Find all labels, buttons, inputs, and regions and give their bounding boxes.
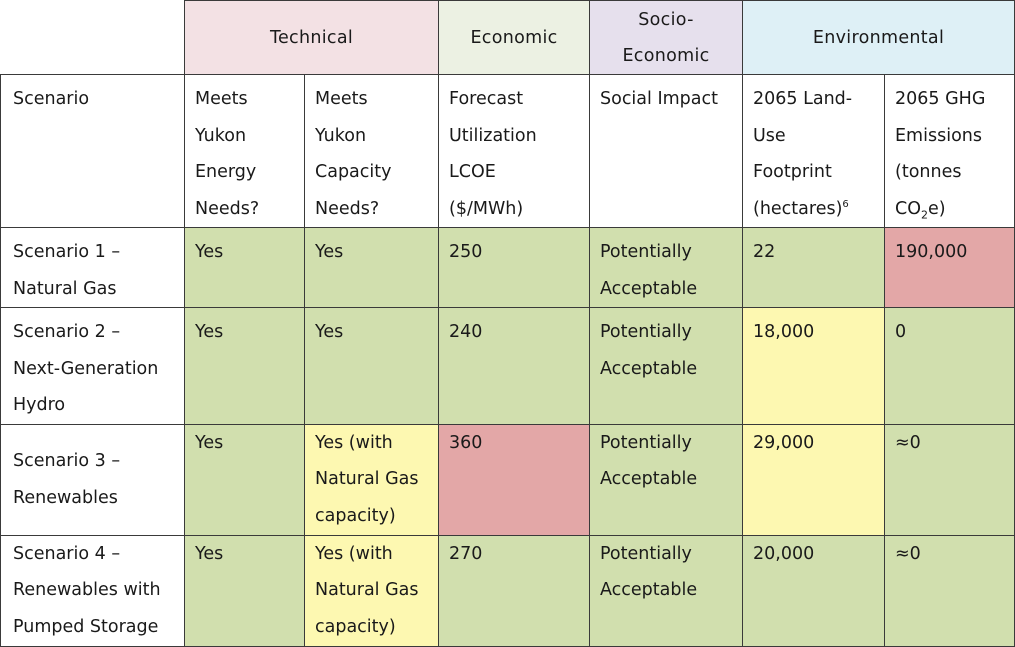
col-header-social-impact: Social Impact: [589, 74, 743, 228]
scenario-name: Scenario 1 – Natural Gas: [0, 227, 185, 308]
land-cell: 18,000: [742, 307, 885, 425]
social-line: Acceptable: [600, 278, 698, 299]
category-socio-economic: Socio- Economic: [589, 0, 743, 75]
scenario-name: Scenario 4 – Renewables with Pumped Stor…: [0, 534, 185, 647]
table-row: Scenario 3 – Renewables Yes Yes (with Na…: [0, 423, 1015, 536]
social-line: Acceptable: [600, 469, 698, 489]
col-header-energy: Meets Yukon Energy Needs?: [184, 74, 305, 228]
scenario-name-line: Renewables with: [13, 580, 161, 600]
co2-text: CO: [895, 198, 921, 219]
col-header-lcoe-line: Utilization: [449, 125, 537, 146]
col-header-energy-line: Yukon: [195, 125, 247, 146]
col-header-land-line: Footprint: [753, 162, 832, 182]
category-technical: Technical: [184, 0, 439, 75]
category-socio-line2: Economic: [622, 45, 710, 66]
capacity-line: capacity): [315, 505, 396, 526]
col-header-ghg-line: Emissions: [895, 125, 982, 146]
ghg-cell: ≈0: [883, 423, 1015, 536]
col-header-capacity-line: Yukon: [315, 125, 367, 146]
lcoe-cell: 270: [438, 534, 590, 647]
capacity-cell: Yes: [304, 227, 439, 308]
scenario-name-line: Renewables: [13, 487, 118, 508]
category-environmental: Environmental: [741, 0, 1015, 75]
table-row: Scenario 4 – Renewables with Pumped Stor…: [0, 534, 1015, 647]
social-line: Acceptable: [600, 358, 698, 379]
col-header-energy-line: Needs?: [195, 198, 260, 219]
column-header-row: Scenario Meets Yukon Energy Needs? Meets…: [0, 74, 1015, 228]
category-socio-line1: Socio-: [638, 9, 694, 30]
category-header-row: Technical Economic Socio- Economic Envir…: [0, 0, 1015, 75]
scenario-name-line: Pumped Storage: [13, 616, 159, 637]
land-cell: 22: [742, 227, 885, 308]
scenario-name-line: Scenario 3 –: [13, 451, 121, 471]
energy-cell: Yes: [184, 307, 305, 425]
col-header-ghg-line: (tonnes: [895, 162, 962, 182]
lcoe-cell: 250: [438, 227, 590, 308]
col-header-land-line: Use: [753, 125, 786, 146]
capacity-cell: Yes (with Natural Gas capacity): [304, 534, 439, 647]
col-header-land-unit: (hectares): [753, 198, 843, 219]
capacity-line: Natural Gas: [315, 580, 419, 600]
col-header-lcoe: Forecast Utilization LCOE ($/MWh): [438, 74, 590, 228]
scenario-name: Scenario 3 – Renewables: [0, 423, 185, 536]
col-header-lcoe-line: ($/MWh): [449, 198, 524, 219]
social-cell: Potentially Acceptable: [589, 307, 743, 425]
capacity-cell: Yes (with Natural Gas capacity): [304, 423, 439, 536]
col-header-lcoe-line: LCOE: [449, 162, 496, 182]
lcoe-cell: 240: [438, 307, 590, 425]
col-header-energy-line: Energy: [195, 162, 257, 182]
scenario-name-line: Next-Generation: [13, 358, 159, 379]
lcoe-cell: 360: [438, 423, 590, 536]
col-header-land-use: 2065 Land- Use Footprint (hectares)6: [742, 74, 885, 228]
footnote-marker: 6: [842, 198, 849, 210]
corner-cell: [0, 0, 185, 75]
col-header-lcoe-line: Forecast: [449, 89, 524, 109]
scenario-name: Scenario 2 – Next-Generation Hydro: [0, 307, 185, 425]
scenario-name-line: Natural Gas: [13, 278, 117, 299]
col-header-ghg: 2065 GHG Emissions (tonnes CO2e): [883, 74, 1015, 228]
capacity-line: capacity): [315, 616, 396, 637]
energy-cell: Yes: [184, 227, 305, 308]
social-line: Potentially: [600, 322, 692, 342]
land-cell: 20,000: [742, 534, 885, 647]
co2-subscript: 2: [921, 208, 928, 221]
col-header-ghg-line: 2065 GHG: [895, 89, 986, 109]
co2-tail: e): [928, 198, 946, 219]
scenario-name-line: Hydro: [13, 395, 66, 415]
table-row: Scenario 1 – Natural Gas Yes Yes 250 Pot…: [0, 227, 1015, 308]
scenario-name-line: Scenario 2 –: [13, 322, 121, 342]
category-economic: Economic: [438, 0, 590, 75]
scenario-name-line: Scenario 4 –: [13, 543, 121, 564]
social-line: Potentially: [600, 432, 692, 453]
ghg-cell: ≈0: [883, 534, 1015, 647]
col-header-capacity-line: Capacity: [315, 162, 392, 182]
table-row: Scenario 2 – Next-Generation Hydro Yes Y…: [0, 307, 1015, 425]
social-cell: Potentially Acceptable: [589, 534, 743, 647]
col-header-ghg-line: CO2e): [895, 191, 1004, 228]
ghg-cell: 0: [883, 307, 1015, 425]
social-line: Potentially: [600, 242, 692, 262]
land-cell: 29,000: [742, 423, 885, 536]
col-header-scenario: Scenario: [0, 74, 185, 228]
social-cell: Potentially Acceptable: [589, 227, 743, 308]
col-header-capacity-line: Meets: [315, 89, 368, 109]
col-header-land-line: (hectares)6: [753, 191, 874, 228]
col-header-energy-line: Meets: [195, 89, 248, 109]
social-line: Potentially: [600, 543, 692, 564]
col-header-capacity-line: Needs?: [315, 198, 380, 219]
capacity-line: Yes (with: [315, 432, 393, 453]
col-header-land-line: 2065 Land-: [753, 89, 853, 109]
social-cell: Potentially Acceptable: [589, 423, 743, 536]
col-header-capacity: Meets Yukon Capacity Needs?: [304, 74, 439, 228]
ghg-cell: 190,000: [883, 227, 1015, 308]
capacity-line: Yes (with: [315, 543, 393, 564]
social-line: Acceptable: [600, 580, 698, 600]
energy-cell: Yes: [184, 534, 305, 647]
capacity-line: Natural Gas: [315, 469, 419, 489]
capacity-cell: Yes: [304, 307, 439, 425]
energy-cell: Yes: [184, 423, 305, 536]
scenario-name-line: Scenario 1 –: [13, 242, 121, 262]
